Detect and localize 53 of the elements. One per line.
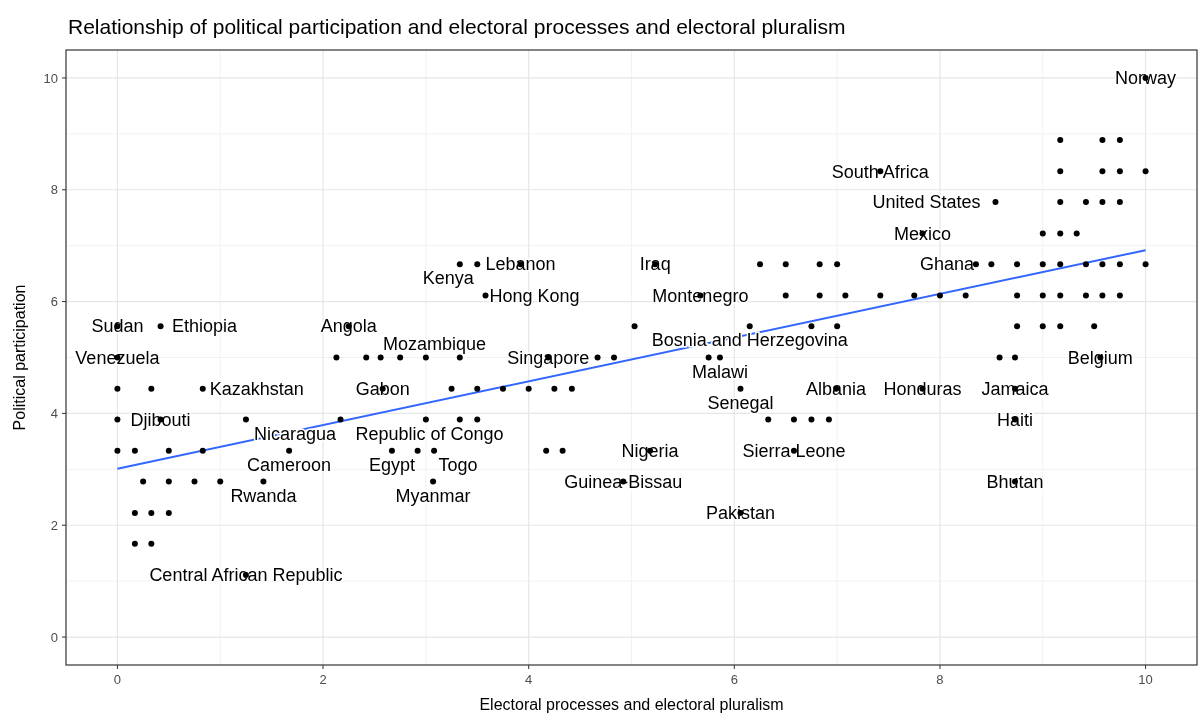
x-tick-label: 4: [525, 672, 533, 687]
x-tick-label: 10: [1138, 672, 1153, 687]
annotation: Myanmar: [395, 485, 471, 506]
annotation: Republic of Congo: [355, 423, 504, 444]
y-axis-title: Political participation: [11, 284, 28, 431]
x-tick-label: 0: [113, 672, 122, 687]
annotation: Kazakhstan: [209, 379, 304, 400]
annotation: Guinea-Bissau: [564, 471, 683, 492]
annotation: Senegal: [707, 393, 774, 414]
annotation: Jamaica: [981, 379, 1050, 400]
annotation: Ghana: [919, 254, 975, 275]
annotation: Ethiopia: [172, 316, 239, 337]
annotation: Albania: [806, 379, 868, 400]
y-tick-label: 10: [43, 70, 58, 86]
y-tick-label: 6: [50, 294, 58, 310]
annotation: Central African Republic: [149, 565, 343, 586]
chart-title: Relationship of political participation and electoral processes and electoral pluralism: [68, 15, 846, 38]
annotation: Venezuela: [75, 347, 161, 368]
x-tick-label: 6: [730, 672, 738, 687]
y-tick-label: 8: [50, 182, 58, 198]
annotation: Mozambique: [383, 333, 487, 354]
annotation: United States: [872, 192, 981, 213]
annotation: Belgium: [1067, 347, 1133, 368]
annotation: Singapore: [507, 347, 590, 368]
annotation: Malawi: [691, 361, 748, 382]
annotation: Nigeria: [621, 441, 680, 462]
annotation: Mexico: [893, 223, 951, 244]
annotation: Honduras: [883, 379, 962, 400]
annotation: Pakistan: [705, 503, 776, 524]
annotation: Hong Kong: [489, 285, 580, 306]
annotation: Rwanda: [230, 485, 298, 506]
annotation: Iraq: [639, 254, 671, 275]
annotation: Kenya: [422, 268, 475, 289]
annotation: Lebanon: [485, 254, 556, 275]
annotation: Egypt: [368, 455, 415, 476]
x-tick-label: 8: [936, 672, 944, 687]
x-axis-title: Electoral processes and electoral pluralism: [479, 696, 784, 713]
y-tick-label: 2: [50, 517, 58, 533]
annotation: Gabon: [355, 379, 410, 400]
annotation: Bhutan: [986, 471, 1044, 492]
annotation: Togo: [438, 455, 478, 476]
annotation: South Africa: [831, 161, 930, 182]
annotation: Montenegro: [652, 285, 749, 306]
y-tick-label: 4: [50, 405, 58, 421]
x-tick-label: 2: [319, 672, 327, 687]
annotation: Djibouti: [130, 409, 191, 430]
y-tick-label: 0: [50, 629, 58, 645]
annotation: Cameroon: [247, 455, 332, 476]
annotation: Sudan: [91, 316, 144, 337]
annotation: Norway: [1115, 68, 1177, 89]
annotation: Haiti: [997, 409, 1034, 430]
annotation: Sierra Leone: [742, 441, 846, 462]
annotation: Angola: [320, 316, 378, 337]
